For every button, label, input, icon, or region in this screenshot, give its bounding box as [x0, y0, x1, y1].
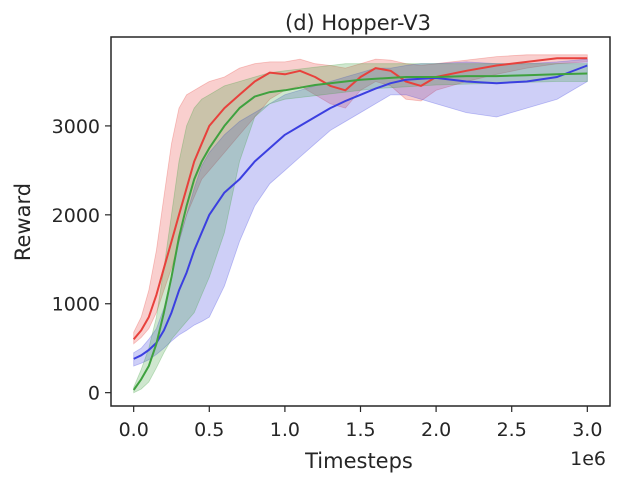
- y-tick-label: 0: [88, 383, 100, 405]
- series-3-band: [133, 63, 588, 394]
- x-tick-label: 2.5: [497, 419, 527, 441]
- x-axis-offset-label: 1e6: [570, 448, 606, 470]
- series-lines: [132, 57, 588, 391]
- y-axis-ticks: 0 1000 2000 3000: [52, 116, 111, 405]
- y-tick-label: 3000: [52, 116, 100, 138]
- chart-title: (d) Hopper-V3: [285, 11, 431, 35]
- y-tick-label: 1000: [52, 294, 100, 316]
- confidence-bands: [133, 54, 588, 394]
- x-tick-label: 1.0: [270, 419, 300, 441]
- series-1-band: [133, 54, 588, 345]
- x-tick-label: 0.5: [194, 419, 224, 441]
- x-tick-label: 0.0: [119, 419, 149, 441]
- series-2-band: [133, 58, 588, 367]
- y-axis-label: Reward: [11, 183, 35, 261]
- x-tick-label: 3.0: [572, 419, 602, 441]
- x-axis-label: Timesteps: [304, 449, 413, 473]
- y-tick-label: 2000: [52, 205, 100, 227]
- x-tick-label: 2.0: [421, 419, 451, 441]
- x-axis-ticks: 0.0 0.5 1.0 1.5 2.0 2.5 3.0: [119, 406, 602, 441]
- x-tick-label: 1.5: [345, 419, 375, 441]
- series-3-line: [132, 72, 588, 391]
